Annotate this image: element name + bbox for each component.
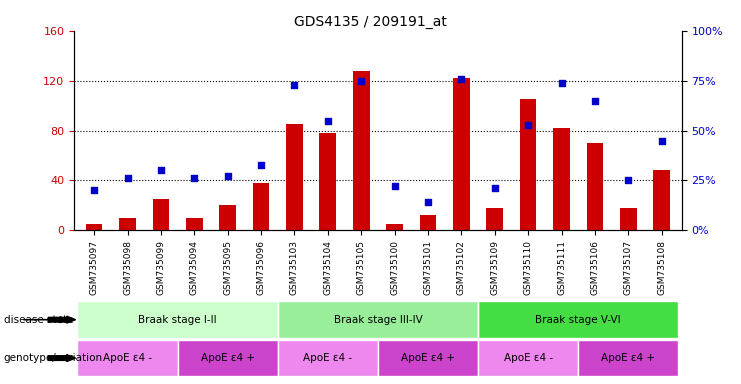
Point (589, 98, 601, 104)
Bar (219, 205, 236, 230)
Bar (319, 133, 336, 230)
Point (489, 185, 501, 192)
Point (522, 121, 534, 127)
Bar (419, 215, 436, 230)
Point (422, 199, 434, 205)
Text: ApoE ε4 +: ApoE ε4 + (401, 353, 455, 363)
Text: genotype/variation: genotype/variation (4, 353, 103, 363)
Point (122, 175, 133, 182)
Bar (486, 208, 503, 230)
Text: ApoE ε4 -: ApoE ε4 - (504, 353, 553, 363)
Bar (386, 224, 403, 230)
Point (622, 177, 634, 184)
Point (288, 81, 300, 88)
Point (222, 174, 233, 180)
Point (355, 78, 367, 84)
Point (255, 161, 267, 167)
Text: Braak stage III-IV: Braak stage III-IV (333, 314, 422, 325)
Point (456, 76, 468, 82)
Text: ApoE ε4 +: ApoE ε4 + (601, 353, 655, 363)
Text: Braak stage I-II: Braak stage I-II (139, 314, 217, 325)
Text: Braak stage V-VI: Braak stage V-VI (536, 314, 621, 325)
Bar (153, 199, 169, 230)
Point (155, 167, 167, 174)
Point (188, 175, 200, 182)
Bar (587, 143, 603, 230)
Text: ApoE ε4 -: ApoE ε4 - (303, 353, 353, 363)
Bar (86, 224, 102, 230)
Text: ApoE ε4 -: ApoE ε4 - (103, 353, 152, 363)
Point (389, 184, 401, 190)
Bar (186, 218, 202, 230)
Bar (453, 78, 470, 230)
Text: GDS4135 / 209191_at: GDS4135 / 209191_at (294, 15, 447, 29)
Point (322, 118, 333, 124)
Text: ApoE ε4 +: ApoE ε4 + (201, 353, 255, 363)
Point (556, 79, 568, 86)
Bar (554, 128, 570, 230)
Bar (620, 208, 637, 230)
Bar (286, 124, 303, 230)
Bar (353, 71, 370, 230)
Point (656, 137, 668, 144)
Bar (119, 218, 136, 230)
Bar (519, 99, 536, 230)
Bar (253, 183, 270, 230)
Point (88, 187, 100, 194)
Bar (654, 170, 670, 230)
Text: disease state: disease state (4, 314, 73, 325)
